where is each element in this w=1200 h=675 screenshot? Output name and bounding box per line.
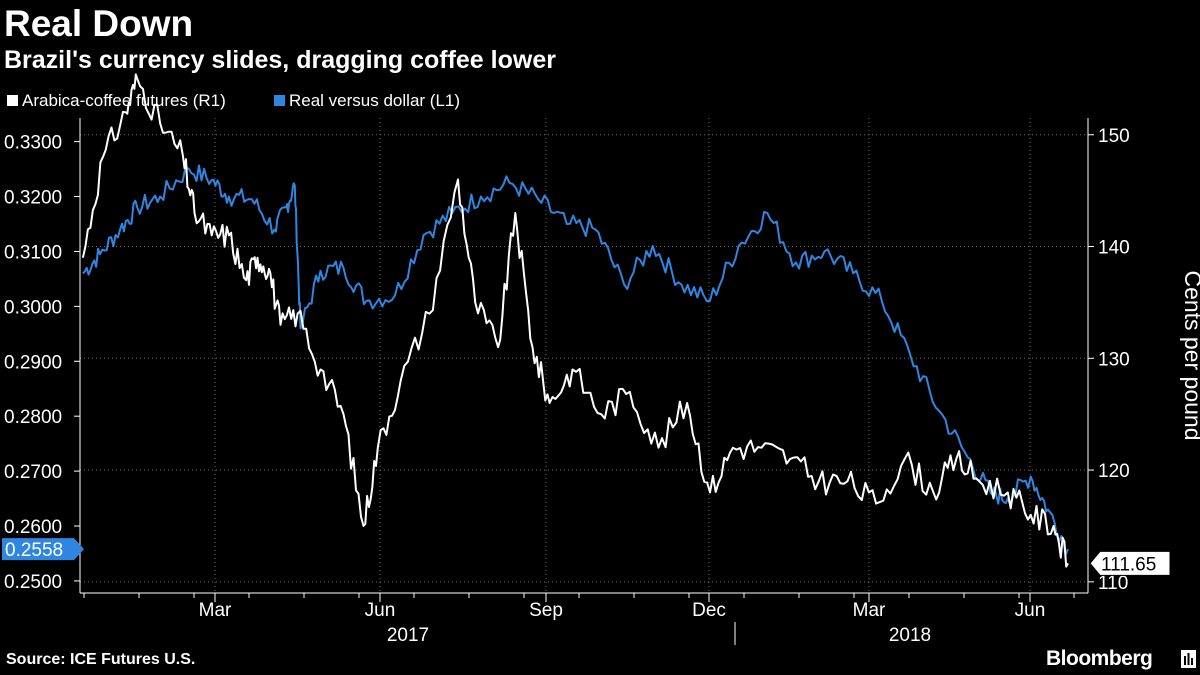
left-axis-tick-label: 0.2600 (4, 517, 62, 538)
series-line-real-vs-dollar (82, 164, 1069, 556)
left-axis-tick-label: 0.3200 (4, 188, 62, 209)
bloomberg-logo: Bloomberg (1046, 647, 1153, 670)
legend-swatch-real (274, 95, 285, 106)
last-value-badge-right (1089, 550, 1171, 576)
left-axis-tick-label: 0.3100 (4, 242, 62, 263)
right-axis-tick-label: 130 (1098, 349, 1130, 370)
series-lines (81, 73, 1069, 568)
chart-subtitle: Brazil's currency slides, dragging coffe… (4, 46, 556, 74)
source-note: Source: ICE Futures U.S. (6, 651, 196, 668)
chart-title: Real Down (4, 3, 194, 44)
legend-swatch-coffee (7, 95, 18, 106)
last-value-badges: 0.2558 111.65 (2, 538, 1171, 576)
left-axis-tick-label: 0.2900 (4, 352, 62, 373)
right-axis-label: Cents per pound (1180, 270, 1200, 440)
right-axis-tick-label: 120 (1098, 461, 1130, 482)
x-month-label: Mar (199, 600, 232, 621)
bloomberg-mark-icon (1181, 650, 1196, 668)
x-month-label: Dec (692, 600, 726, 621)
left-axis-tick-label: 0.3300 (4, 133, 62, 154)
last-value-label-right: 111.65 (1101, 554, 1156, 575)
last-value-label-left: 0.2558 (5, 540, 63, 561)
right-axis-tick-label: 110 (1098, 573, 1128, 594)
x-month-label: Mar (853, 600, 886, 621)
axes: 0.2500 0.2600 0.2700 0.2800 0.2900 0.3000 0.31… (4, 118, 1200, 646)
left-axis-tick-label: 0.2500 (4, 572, 62, 593)
x-month-label: Jun (1015, 600, 1046, 621)
x-year-label: 2018 (889, 625, 931, 646)
legend: Arabica-coffee futures (R1) Real versus d… (7, 91, 460, 110)
right-axis-tick-label: 150 (1098, 126, 1130, 147)
right-axis-tick-label: 140 (1098, 238, 1130, 259)
series-line-arabica-coffee (81, 73, 1069, 568)
legend-label-real: Real versus dollar (L1) (289, 91, 460, 110)
x-year-label: 2017 (387, 625, 429, 646)
x-month-label: Sep (529, 600, 563, 621)
gridlines (80, 118, 1088, 593)
left-axis-tick-label: 0.2800 (4, 407, 62, 428)
last-value-badge-left (2, 538, 84, 561)
legend-label-coffee: Arabica-coffee futures (R1) (22, 91, 226, 110)
x-month-label: Jun (365, 600, 396, 621)
left-axis-tick-label: 0.2700 (4, 462, 62, 483)
left-axis-tick-label: 0.3000 (4, 297, 62, 318)
